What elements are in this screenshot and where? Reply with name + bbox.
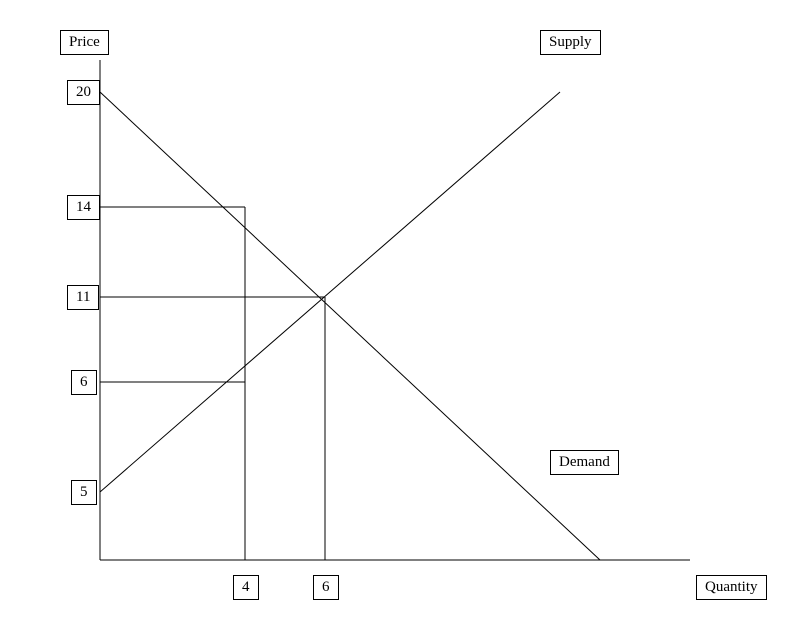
- y-tick-5: 5: [71, 480, 97, 505]
- x-tick-4: 4: [233, 575, 259, 600]
- y-axis-label: Price: [60, 30, 109, 55]
- y-tick-6: 6: [71, 370, 97, 395]
- chart-svg: [30, 30, 768, 613]
- supply-label: Supply: [540, 30, 601, 55]
- supply-demand-chart: Price Supply Demand Quantity 20 14 11 6 …: [30, 30, 768, 613]
- x-axis-label: Quantity: [696, 575, 767, 600]
- y-tick-14: 14: [67, 195, 100, 220]
- x-tick-6: 6: [313, 575, 339, 600]
- y-tick-11: 11: [67, 285, 99, 310]
- y-tick-20: 20: [67, 80, 100, 105]
- demand-label: Demand: [550, 450, 619, 475]
